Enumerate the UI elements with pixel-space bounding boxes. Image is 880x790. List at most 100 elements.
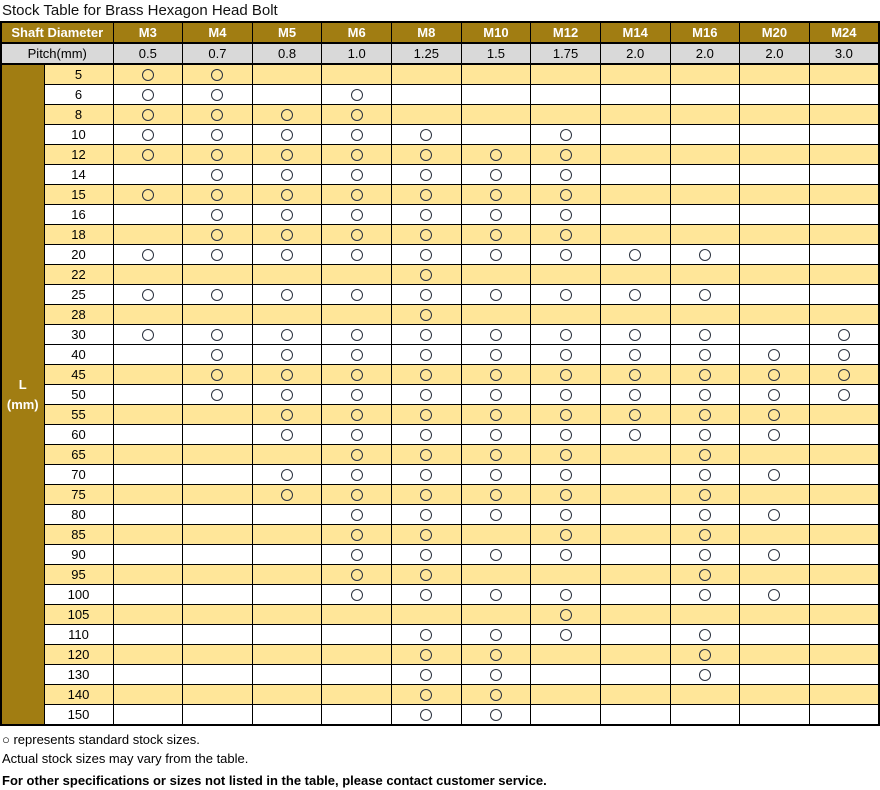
stock-cell-m24-l90 <box>808 544 880 565</box>
stock-cell-m4-l70 <box>182 464 253 485</box>
stock-cell-m20-l18 <box>739 224 810 245</box>
stock-cell-m4-l25 <box>182 284 253 305</box>
stock-cell-m20-l60 <box>739 424 810 445</box>
stock-cell-m24-l5 <box>808 63 880 85</box>
stock-cell-m5-l8 <box>251 104 323 125</box>
stock-cell-m20-l50 <box>739 384 810 405</box>
stock-cell-m14-l8 <box>599 104 671 125</box>
stock-cell-m20-l15 <box>739 184 810 205</box>
column-header-m10: M10 <box>460 21 532 44</box>
stock-circle-icon <box>559 488 572 501</box>
stock-cell-m10-l75 <box>460 484 532 505</box>
stock-cell-m24-l18 <box>808 224 880 245</box>
stock-circle-icon <box>559 468 572 481</box>
stock-circle-icon <box>489 448 502 461</box>
stock-cell-m20-l8 <box>739 104 810 125</box>
stock-cell-m12-l80 <box>530 504 601 525</box>
pitch-value-m20: 2.0 <box>739 42 810 65</box>
stock-cell-m10-l12 <box>460 144 532 165</box>
stock-circle-icon <box>629 428 642 441</box>
stock-circle-icon <box>281 368 294 381</box>
stock-cell-m10-l6 <box>460 84 532 105</box>
stock-cell-m16-l130 <box>669 664 741 685</box>
stock-circle-icon <box>211 248 224 261</box>
stock-cell-m14-l100 <box>599 584 671 605</box>
l-value: 75 <box>43 484 114 505</box>
stock-cell-m8-l85 <box>391 524 462 545</box>
stock-cell-m8-l60 <box>391 424 462 445</box>
stock-cell-m14-l60 <box>599 424 671 445</box>
stock-cell-m8-l70 <box>391 464 462 485</box>
stock-cell-m3-l90 <box>112 544 184 565</box>
stock-circle-icon <box>489 488 502 501</box>
stock-cell-m20-l80 <box>739 504 810 525</box>
stock-circle-icon <box>489 248 502 261</box>
stock-circle-icon <box>698 548 711 561</box>
stock-cell-m8-l14 <box>391 164 462 185</box>
stock-cell-m8-l28 <box>391 304 462 325</box>
pitch-value-m14: 2.0 <box>599 42 671 65</box>
stock-cell-m14-l95 <box>599 564 671 585</box>
table-row-l-60: 60 <box>1 424 880 445</box>
stock-cell-m14-l65 <box>599 444 671 465</box>
stock-cell-m6-l95 <box>321 564 392 585</box>
stock-cell-m5-l15 <box>251 184 323 205</box>
l-value: 90 <box>43 544 114 565</box>
stock-cell-m6-l120 <box>321 644 392 665</box>
stock-cell-m24-l85 <box>808 524 880 545</box>
stock-cell-m20-l65 <box>739 444 810 465</box>
l-value: 25 <box>43 284 114 305</box>
stock-circle-icon <box>489 708 502 721</box>
stock-circle-icon <box>281 388 294 401</box>
stock-circle-icon <box>559 168 572 181</box>
stock-cell-m14-l10 <box>599 124 671 145</box>
stock-cell-m10-l140 <box>460 684 532 705</box>
stock-cell-m8-l90 <box>391 544 462 565</box>
stock-cell-m16-l15 <box>669 184 741 205</box>
stock-cell-m24-l28 <box>808 304 880 325</box>
stock-circle-icon <box>768 348 781 361</box>
table-row-l-28: 28 <box>1 304 880 325</box>
stock-cell-m12-l20 <box>530 244 601 265</box>
stock-cell-m8-l20 <box>391 244 462 265</box>
stock-cell-m24-l8 <box>808 104 880 125</box>
stock-circle-icon <box>629 388 642 401</box>
stock-cell-m24-l55 <box>808 404 880 425</box>
stock-cell-m4-l30 <box>182 324 253 345</box>
stock-circle-icon <box>559 188 572 201</box>
stock-circle-icon <box>698 508 711 521</box>
corner-header: Shaft Diameter <box>0 21 114 44</box>
table-row-l-6: 6 <box>1 84 880 105</box>
stock-circle-icon <box>420 308 433 321</box>
stock-cell-m3-l28 <box>112 304 184 325</box>
stock-circle-icon <box>489 668 502 681</box>
stock-cell-m20-l85 <box>739 524 810 545</box>
table-row-l-110: 110 <box>1 624 880 645</box>
stock-cell-m5-l20 <box>251 244 323 265</box>
stock-circle-icon <box>489 148 502 161</box>
stock-cell-m12-l18 <box>530 224 601 245</box>
stock-cell-m20-l130 <box>739 664 810 685</box>
pitch-value-m4: 0.7 <box>182 42 253 65</box>
stock-cell-m14-l150 <box>599 704 671 726</box>
stock-circle-icon <box>281 348 294 361</box>
stock-circle-icon <box>420 388 433 401</box>
stock-circle-icon <box>489 468 502 481</box>
stock-cell-m16-l14 <box>669 164 741 185</box>
stock-cell-m14-l75 <box>599 484 671 505</box>
table-row-l-100: 100 <box>1 584 880 605</box>
table-row-l-50: 50 <box>1 384 880 405</box>
stock-cell-m20-l110 <box>739 624 810 645</box>
stock-cell-m10-l40 <box>460 344 532 365</box>
stock-cell-m16-l16 <box>669 204 741 225</box>
stock-cell-m24-l14 <box>808 164 880 185</box>
stock-circle-icon <box>489 688 502 701</box>
stock-cell-m12-l30 <box>530 324 601 345</box>
stock-cell-m8-l40 <box>391 344 462 365</box>
stock-cell-m8-l10 <box>391 124 462 145</box>
stock-circle-icon <box>489 508 502 521</box>
l-axis-label-line2: (mm) <box>6 396 39 412</box>
stock-cell-m10-l150 <box>460 704 532 726</box>
stock-circle-icon <box>698 388 711 401</box>
stock-cell-m14-l20 <box>599 244 671 265</box>
